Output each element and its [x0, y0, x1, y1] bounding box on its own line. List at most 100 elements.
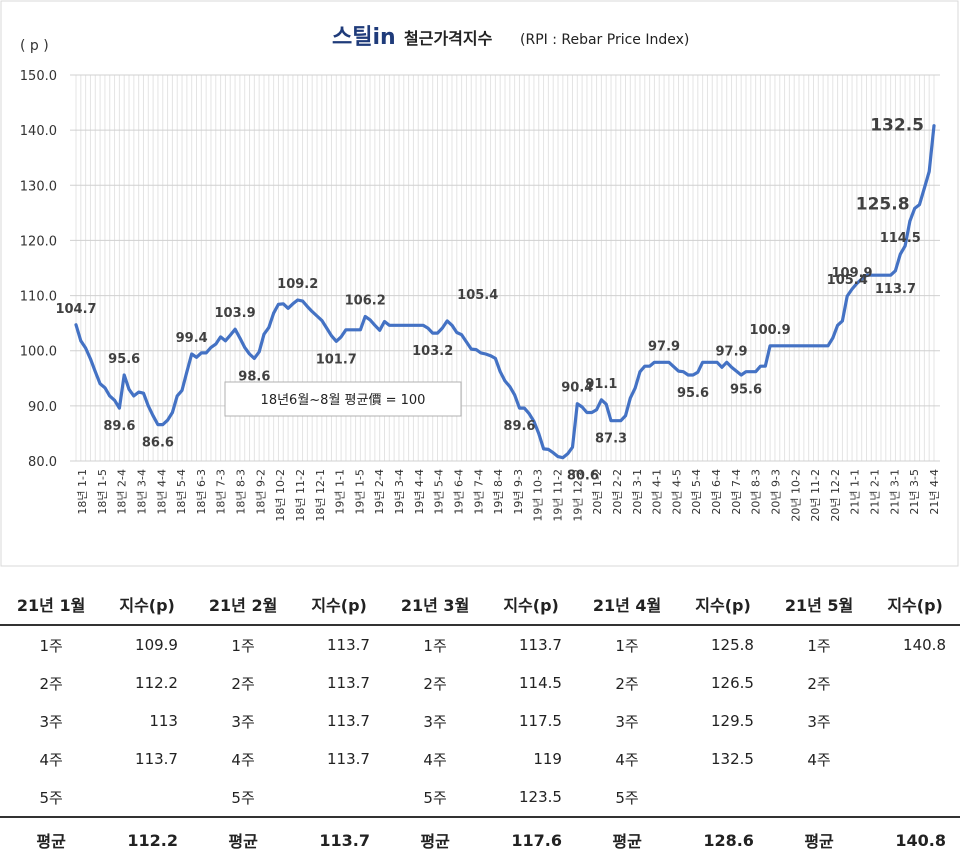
y-tick-label: 100.0 [20, 345, 57, 360]
x-tick-label: 19년 1-5 [353, 469, 366, 515]
x-tick-label: 20년 6-4 [710, 469, 723, 515]
x-tick-label: 19년 5-4 [433, 469, 446, 515]
week-cell: 2주 [39, 674, 63, 693]
x-tick-label: 21년 3-5 [908, 469, 921, 515]
data-label: 113.7 [875, 282, 916, 297]
table-row: 2주 112.2 2주 113.7 2주 114.5 2주 126.5 2주 [0, 664, 960, 702]
value-cell [870, 664, 960, 702]
data-label: 100.9 [750, 323, 791, 338]
x-tick-label: 18년 10-2 [274, 469, 287, 522]
x-tick-label: 19년 10-3 [532, 469, 545, 522]
value-cell: 113.7 [327, 712, 370, 730]
table-row: 5주 5주 5주 123.5 5주 [0, 778, 960, 817]
data-label: 89.6 [503, 419, 535, 434]
x-tick-label: 21년 4-4 [928, 469, 941, 515]
average-value: 117.6 [511, 830, 562, 850]
average-value: 128.6 [703, 830, 754, 850]
value-cell: 129.5 [710, 712, 754, 730]
week-cell: 1주 [231, 636, 255, 655]
value-cell: 113 [149, 712, 178, 730]
index-header: 지수(p) [695, 596, 751, 615]
week-cell: 5주 [39, 788, 63, 807]
value-cell: 132.5 [710, 750, 754, 768]
average-row: 평균 112.2 평균 113.7 평균 117.6 평균 128.6 평균 1… [0, 817, 960, 862]
x-tick-label: 19년 7-4 [472, 469, 485, 515]
value-cell: 113.7 [519, 636, 562, 654]
value-cell: 113.7 [327, 636, 370, 654]
data-label: 95.6 [108, 352, 140, 367]
data-label: 125.8 [856, 195, 910, 215]
table-row: 3주 113 3주 113.7 3주 117.5 3주 129.5 3주 [0, 702, 960, 740]
data-label: 99.4 [176, 331, 208, 346]
chart-subtitle: (RPI : Rebar Price Index) [520, 32, 689, 48]
x-tick-label: 20년 12-2 [829, 469, 842, 522]
table-row: 1주 109.9 1주 113.7 1주 113.7 1주 125.8 1주 1… [0, 625, 960, 664]
table-row: 4주 113.7 4주 113.7 4주 119 4주 132.5 4주 [0, 740, 960, 778]
value-cell: 119 [533, 750, 562, 768]
average-value: 113.7 [319, 830, 370, 850]
note-text: 18년6월~8월 평균價 = 100 [261, 393, 426, 408]
data-label: 97.9 [648, 339, 680, 354]
data-label: 114.5 [880, 231, 921, 246]
month-header: 21년 1월 [16, 596, 86, 615]
week-cell: 3주 [231, 712, 255, 731]
y-tick-label: 110.0 [20, 290, 57, 305]
data-label: 90.4 [561, 381, 593, 396]
x-tick-label: 18년 4-4 [155, 469, 168, 515]
x-tick-label: 18년 1-1 [76, 469, 89, 515]
month-header: 21년 4월 [592, 596, 662, 615]
average-value: 112.2 [127, 830, 178, 850]
summary-header-row: 21년 1월 지수(p) 21년 2월 지수(p) 21년 3월 지수(p) 2… [0, 584, 960, 625]
data-label: 109.2 [277, 277, 318, 292]
x-tick-label: 19년 8-4 [492, 469, 505, 515]
data-label: 95.6 [677, 386, 709, 401]
week-cell: 4주 [39, 750, 63, 769]
x-tick-label: 18년 8-3 [235, 469, 248, 515]
x-tick-label: 20년 1-2 [591, 469, 604, 515]
brand-logo: 스틸in [332, 25, 396, 50]
x-tick-label: 20년 3-1 [631, 469, 644, 515]
week-cell: 3주 [615, 712, 639, 731]
y-axis-label: ( p ) [20, 38, 49, 54]
x-tick-label: 20년 8-3 [750, 469, 763, 515]
week-cell: 1주 [615, 636, 639, 655]
value-cell: 126.5 [710, 674, 754, 692]
value-cell: 113.7 [327, 674, 370, 692]
value-cell [870, 778, 960, 817]
average-label: 평균 [804, 832, 834, 851]
value-cell: 125.8 [710, 636, 754, 654]
week-cell: 4주 [807, 750, 831, 769]
value-cell [678, 778, 768, 817]
x-tick-label: 18년 6-3 [195, 469, 208, 515]
note-box [224, 381, 462, 417]
value-cell: 112.2 [135, 674, 178, 692]
average-label: 평균 [36, 832, 66, 851]
index-header: 지수(p) [887, 596, 943, 615]
average-label: 평균 [612, 832, 642, 851]
value-cell: 140.8 [903, 636, 946, 654]
x-tick-label: 19년 9-3 [512, 469, 525, 515]
week-cell: 2주 [423, 674, 447, 693]
week-cell: 4주 [231, 750, 255, 769]
x-tick-label: 20년 11-2 [809, 469, 822, 522]
data-label: 80.6 [567, 469, 599, 484]
x-tick-label: 18년 9-2 [254, 469, 267, 515]
week-cell: 5주 [423, 788, 447, 807]
week-cell: 5주 [615, 788, 639, 807]
data-label: 97.9 [716, 344, 748, 359]
x-tick-label: 18년 12-1 [314, 469, 327, 522]
week-cell: 3주 [423, 712, 447, 731]
week-cell: 2주 [615, 674, 639, 693]
value-cell: 123.5 [519, 788, 562, 806]
x-tick-label: 19년 3-4 [393, 469, 406, 515]
data-label: 89.6 [103, 419, 135, 434]
data-label: 103.2 [412, 344, 453, 359]
week-cell: 2주 [807, 674, 831, 693]
value-cell: 109.9 [135, 636, 178, 654]
week-cell: 4주 [423, 750, 447, 769]
data-label: 91.1 [585, 377, 617, 392]
y-tick-label: 120.0 [20, 234, 57, 249]
y-tick-label: 140.0 [20, 124, 57, 139]
x-tick-label: 19년 11-2 [552, 469, 565, 522]
value-cell [870, 702, 960, 740]
